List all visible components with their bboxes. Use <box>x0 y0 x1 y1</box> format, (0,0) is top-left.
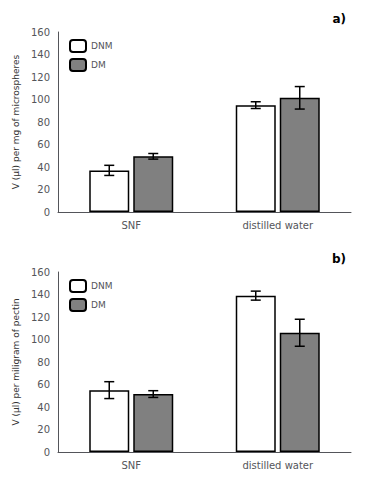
svg-text:V (µl) per mg of microspheres: V (µl) per mg of microspheres <box>11 54 21 189</box>
svg-text:DNM: DNM <box>91 41 112 51</box>
svg-text:distilled water: distilled water <box>242 460 314 471</box>
svg-text:100: 100 <box>31 334 50 345</box>
svg-text:b): b) <box>332 252 346 266</box>
svg-text:40: 40 <box>37 402 50 413</box>
svg-text:160: 160 <box>31 267 50 278</box>
svg-text:80: 80 <box>37 117 50 128</box>
svg-text:80: 80 <box>37 357 50 368</box>
svg-text:120: 120 <box>31 72 50 83</box>
svg-text:0: 0 <box>44 207 50 218</box>
svg-text:distilled water: distilled water <box>242 220 314 231</box>
svg-text:160: 160 <box>31 27 50 38</box>
svg-text:20: 20 <box>37 424 50 435</box>
svg-text:a): a) <box>332 12 346 26</box>
svg-text:120: 120 <box>31 312 50 323</box>
svg-text:140: 140 <box>31 289 50 300</box>
svg-text:20: 20 <box>37 184 50 195</box>
svg-text:SNF: SNF <box>121 220 141 231</box>
svg-text:DM: DM <box>91 300 106 310</box>
svg-text:SNF: SNF <box>121 460 141 471</box>
svg-text:DNM: DNM <box>91 281 112 291</box>
svg-text:V (µl) per miligram of pectin: V (µl) per miligram of pectin <box>11 298 21 425</box>
svg-text:140: 140 <box>31 49 50 60</box>
svg-text:100: 100 <box>31 94 50 105</box>
svg-text:DM: DM <box>91 60 106 70</box>
svg-text:60: 60 <box>37 139 50 150</box>
svg-text:40: 40 <box>37 162 50 173</box>
svg-text:60: 60 <box>37 379 50 390</box>
svg-text:0: 0 <box>44 447 50 458</box>
